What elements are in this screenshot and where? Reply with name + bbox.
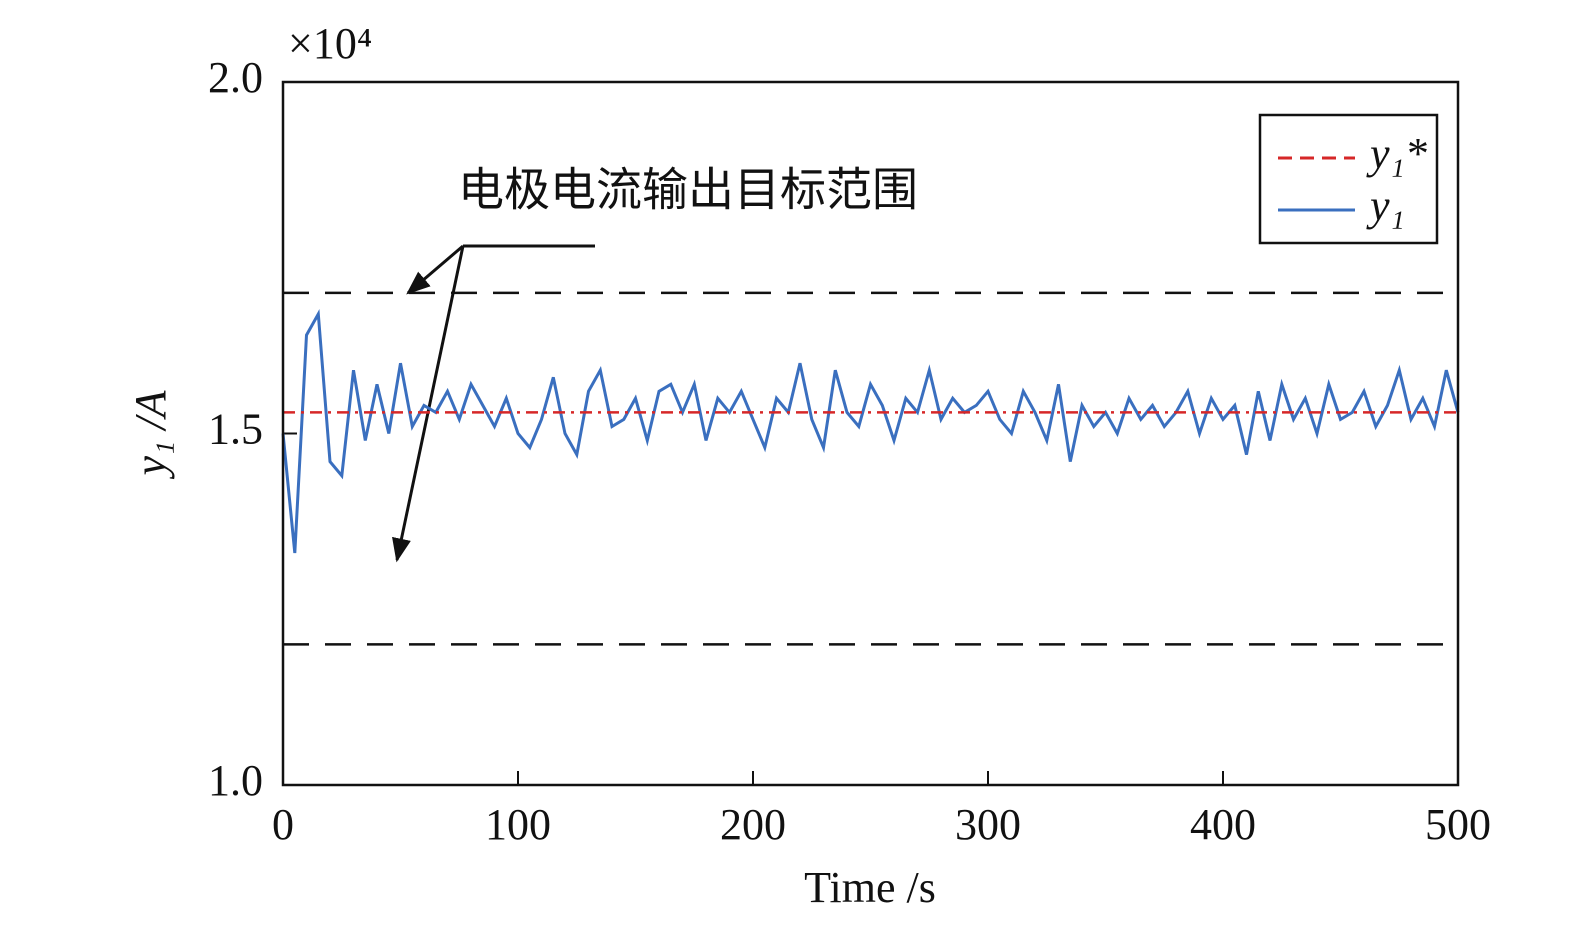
x-tick-label: 500 (1425, 800, 1491, 849)
x-tick-label: 400 (1190, 800, 1256, 849)
legend-label: y₁* (1366, 129, 1427, 178)
y-tick-label: 1.5 (208, 405, 263, 454)
y-tick-label: 1.0 (208, 756, 263, 805)
x-tick-label: 300 (955, 800, 1021, 849)
plot-frame (281, 80, 1460, 787)
y-tick-label: 2.0 (208, 53, 263, 102)
y-axis-label: y₁ /A (126, 389, 175, 479)
x-tick-label: 0 (272, 800, 294, 849)
x-tick-label: 200 (720, 800, 786, 849)
x-tick-label: 100 (485, 800, 551, 849)
annotation-arrows (392, 244, 595, 563)
x-axis-label: Time /s (804, 863, 936, 912)
legend-label: y₁ (1366, 181, 1405, 230)
series-line (281, 308, 1460, 554)
y-multiplier: ×10⁴ (288, 19, 372, 68)
annotation: 电极电流输出目标范围 (458, 165, 918, 216)
legend-box (1258, 113, 1439, 245)
